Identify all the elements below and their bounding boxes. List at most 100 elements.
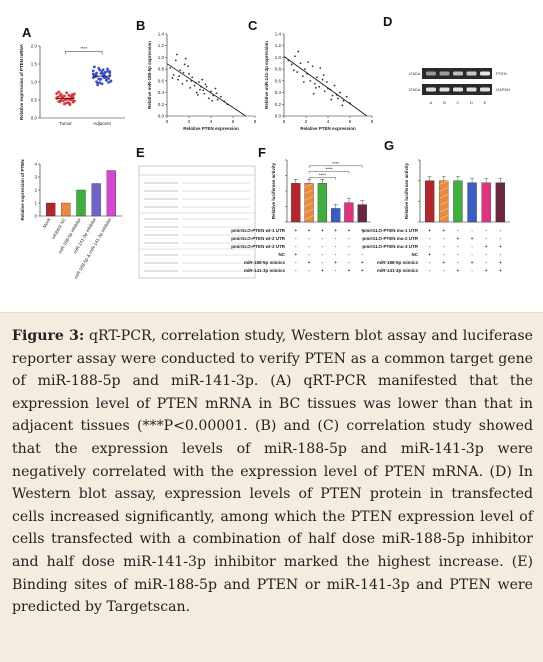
table-sign: + [471,260,474,265]
y-tick-label: 1.0 [31,80,38,85]
data-point [70,93,74,96]
data-point [67,93,71,97]
data-point [216,98,219,101]
significance-bracket [308,177,336,180]
panel-f-luciferase-chart: Relative luciferase activity ************… [231,159,371,273]
data-point [108,71,112,75]
y-tick-label: 0.6 [275,78,282,83]
table-sign: - [471,252,473,257]
y-tick-label: 1.2 [158,43,165,48]
y-tick-label: 1.2 [275,43,282,48]
size-label: 37kDa [408,87,420,92]
panel-label-f: F [258,145,266,160]
data-point [330,98,333,101]
data-point [339,91,341,94]
data-point [103,70,107,74]
table-row-label: pmirGLO-PTEN mu-2 UTR [362,236,418,241]
data-point [101,68,105,72]
table-sign: + [499,268,502,273]
table-sign: + [471,236,474,241]
table-sign: - [308,244,310,249]
table-sign: - [429,268,431,273]
x-tick-label: Mock [42,216,52,228]
table-sign: - [295,244,297,249]
y-tick-label: 0.4 [275,90,282,95]
data-point [61,95,65,98]
data-point [191,76,194,79]
bar [344,202,354,223]
table-sign: + [485,268,488,273]
table-row-label: pmirGLO-PTEN mu-1 UTR [362,228,418,233]
blot-band [439,71,450,76]
blot-band [453,87,463,92]
bar-hatch [439,201,449,206]
data-point [59,92,63,96]
regression-line [166,63,246,117]
bar [76,189,86,217]
data-point [64,101,67,105]
bar [453,180,463,223]
data-point [106,67,109,71]
table-sign: + [428,228,431,233]
y-axis-label: Relative miR-141-3p expression [264,41,269,109]
figure-caption: Figure 3: qRT-PCR, correlation study, We… [0,312,543,662]
table-sign: - [322,244,324,249]
data-point [321,78,324,81]
lane-label: B [443,100,446,105]
bar-hatch [304,208,314,214]
data-point [187,65,189,68]
data-point [203,92,206,95]
y-axis-label: Relative luciferase activity [404,162,409,219]
bar [61,202,71,217]
bar [357,204,367,223]
data-point [296,71,299,73]
bar-hatch [304,195,314,201]
table-sign: - [348,260,350,265]
lane-label: C [457,100,460,105]
table-row-label: miR-188-5p mimics [377,260,419,265]
significance-label: **** [332,161,339,166]
data-point [72,99,76,103]
data-point [189,86,191,89]
data-point [312,92,315,95]
x-tick-label: 4 [210,119,213,124]
table-sign: + [442,260,445,265]
panel-d-western-blot: 47kDa PTEN 37kDa GAPDH A B C D E [408,68,510,105]
table-sign: + [308,228,311,233]
panel-a-chart: 0.0 0.5 1.0 1.5 2.0 Relative expression of PT… [19,43,125,126]
panel-label-a: A [22,25,32,40]
data-point [178,75,180,78]
bar [424,180,435,223]
panel-e-binding-sites [138,165,256,279]
table-row-label: pmirGLO-PTEN wt-1 UTR [231,228,285,233]
table-sign: - [295,268,297,273]
blot-band [466,87,477,92]
y-tick-label: 2 [34,188,37,193]
table-sign: + [361,268,364,273]
significance-bracket [308,171,350,174]
table-sign: - [457,228,459,233]
x-tick-label: 6 [232,119,235,124]
data-point [322,74,325,76]
bar-hatch [304,183,314,188]
data-point [172,74,175,76]
data-point [196,94,199,96]
x-tick-label: 2 [188,119,191,124]
data-point [98,78,102,81]
table-sign: - [485,260,487,265]
data-point [318,85,321,88]
blot-band [453,71,463,76]
y-tick-label: 0.0 [31,116,38,121]
data-point [61,99,65,103]
bar [46,202,56,217]
pten-bar-chart: 0 1 2 3 4 Relative expression of PTEN Mock inhi… [20,159,122,280]
data-point [341,104,344,107]
table-sign: - [485,236,487,241]
data-point [96,81,100,85]
caption-text: qRT-PCR, correlation study, Western blot… [12,328,533,616]
table-row-label: NC [412,252,419,257]
table-row-label: miR-141-3p mimics [377,268,419,273]
data-point [107,80,111,84]
data-point [210,90,212,93]
data-point [185,79,188,82]
